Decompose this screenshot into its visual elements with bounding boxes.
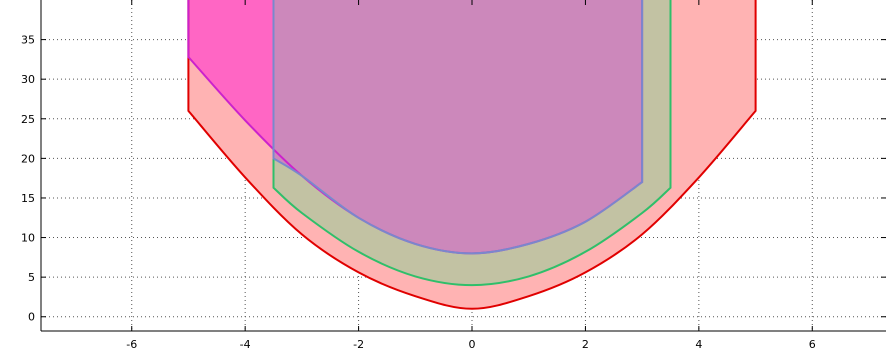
x-tick-label: -6 bbox=[126, 338, 137, 351]
region-edge-4 bbox=[272, 0, 644, 255]
region-edge-1 bbox=[187, 0, 757, 310]
x-tick-label: 2 bbox=[582, 338, 589, 351]
ticks bbox=[41, 0, 886, 331]
y-tick-label: 35 bbox=[21, 34, 35, 47]
y-tick-label: 30 bbox=[21, 73, 35, 86]
axes bbox=[40, 0, 886, 332]
y-tick-label: 5 bbox=[28, 271, 35, 284]
y-tick-label: 20 bbox=[21, 152, 35, 165]
gridlines bbox=[41, 0, 886, 331]
region-edges bbox=[187, 0, 757, 310]
y-tick-label: 0 bbox=[28, 311, 35, 324]
y-tick-label: 15 bbox=[21, 192, 35, 205]
x-tick-label: -2 bbox=[353, 338, 364, 351]
x-tick-label: 0 bbox=[469, 338, 476, 351]
region-fill-4 bbox=[273, 0, 643, 254]
x-tick-label: -4 bbox=[240, 338, 251, 351]
y-tick-label: 25 bbox=[21, 113, 35, 126]
tick-labels: -6 -4 -2 0 2 4 6 0 5 10 15 20 25 30 35 bbox=[21, 34, 816, 351]
x-tick-label: 6 bbox=[809, 338, 816, 351]
y-tick-label: 10 bbox=[21, 232, 35, 245]
region-edge-2 bbox=[272, 0, 672, 287]
filled-regions bbox=[188, 0, 756, 309]
x-tick-label: 4 bbox=[695, 338, 702, 351]
